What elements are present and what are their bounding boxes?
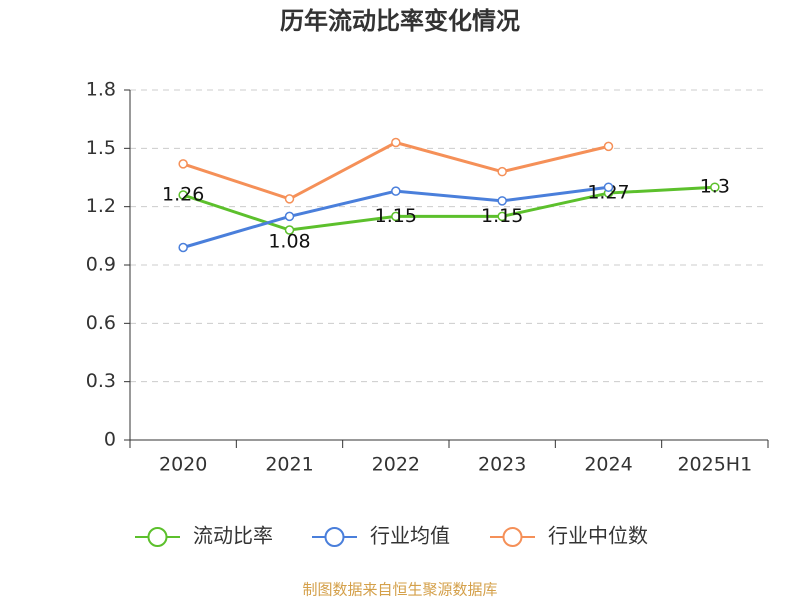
data-label: 1.15 — [481, 205, 523, 227]
legend-marker — [324, 527, 345, 547]
point — [497, 166, 507, 177]
point — [284, 225, 295, 235]
point — [497, 211, 507, 222]
point — [710, 182, 720, 192]
data-label: 1.08 — [268, 231, 310, 253]
data-label: 1.3 — [700, 176, 730, 198]
legend-label: 行业中位数 — [548, 524, 648, 548]
legend-marker — [502, 527, 523, 547]
x-tick-label: 2025H1 — [677, 454, 752, 476]
x-tick-label: 2020 — [159, 454, 207, 476]
y-tick-label: 0.6 — [86, 312, 116, 334]
y-tick-label: 1.8 — [86, 79, 116, 101]
y-tick-label: 1.2 — [86, 195, 116, 217]
data-label: 1.27 — [587, 182, 629, 204]
data-label: 1.15 — [375, 205, 417, 227]
source-note: 制图数据来自恒生聚源数据库 — [302, 581, 497, 599]
legend-marker — [147, 527, 168, 547]
point — [391, 186, 401, 196]
point — [178, 159, 188, 169]
x-tick-label: 2022 — [372, 454, 420, 476]
point — [603, 141, 614, 152]
point — [178, 190, 188, 200]
legend-label: 行业均值 — [370, 524, 450, 548]
point — [178, 242, 188, 253]
x-tick-label: 2024 — [584, 454, 632, 476]
point — [284, 211, 295, 222]
point — [391, 211, 401, 222]
point — [284, 194, 295, 204]
data-label: 1.26 — [162, 184, 204, 206]
y-tick-label: 1.5 — [86, 137, 116, 159]
x-tick-label: 2021 — [265, 454, 313, 476]
series-line — [182, 185, 715, 232]
point — [603, 182, 614, 192]
y-tick-label: 0.3 — [86, 370, 116, 392]
legend-label: 流动比率 — [193, 524, 273, 548]
y-tick-label: 0 — [104, 429, 116, 451]
point — [497, 196, 507, 206]
chart-title: 历年流动比率变化情况 — [280, 7, 520, 35]
x-tick-label: 2023 — [478, 454, 526, 476]
y-tick-label: 0.9 — [86, 254, 116, 276]
point — [391, 137, 401, 148]
